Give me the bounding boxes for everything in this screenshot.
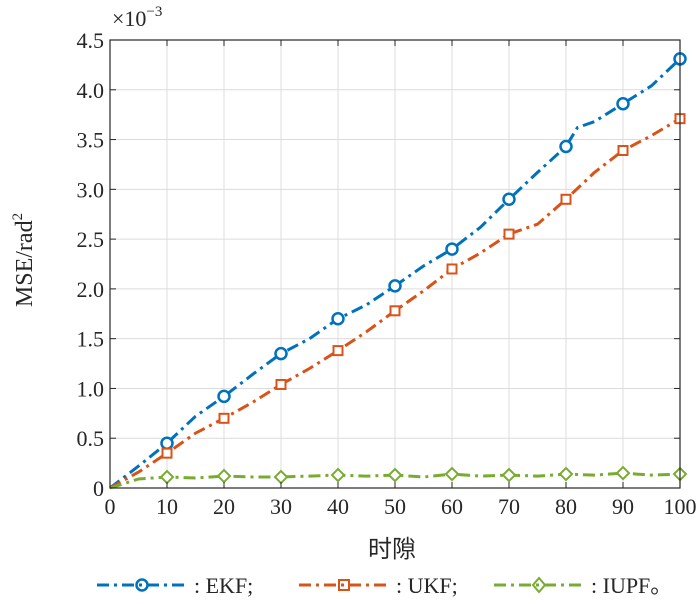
data-point-ukf (332, 345, 344, 357)
data-point-ukf (446, 263, 458, 275)
data-point-iupf (444, 466, 460, 482)
data-point-ekf (274, 346, 288, 361)
exponent-base: ×10 (112, 6, 146, 31)
y-tick-label: 1.5 (77, 327, 105, 352)
x-tick-label: 40 (327, 494, 349, 519)
x-tick-label: 0 (105, 494, 116, 519)
x-tick-label: 70 (498, 494, 520, 519)
y-tick-label: 1.0 (77, 376, 105, 401)
data-point-iupf (558, 466, 574, 482)
data-point-ukf (389, 305, 401, 317)
y-tick-label: 4.0 (77, 78, 105, 103)
exponent-power: −3 (146, 4, 162, 20)
data-point-ukf (617, 145, 629, 157)
x-tick-label: 60 (441, 494, 463, 519)
y-tick-label: 3.5 (77, 128, 105, 153)
y-tick-labels: 0 0.5 1.0 1.5 2.0 2.5 3.0 3.5 4.0 4.5 (77, 28, 105, 501)
data-point-ukf (218, 412, 230, 424)
x-axis-title: 时隙 (368, 536, 416, 563)
y-tick-label: 0.5 (77, 426, 105, 451)
data-point-ukf (161, 447, 173, 459)
series-ukf (109, 113, 686, 490)
x-tick-labels: 0 10 20 30 40 50 60 70 80 90 100 (105, 494, 697, 519)
data-point-ekf (559, 139, 573, 154)
x-tick-label: 50 (384, 494, 406, 519)
data-point-ekf (331, 312, 345, 326)
y-exponent-label: ×10−3 (112, 4, 162, 31)
y-tick-label: 3.0 (77, 177, 105, 202)
legend-marker-iupf (531, 576, 547, 594)
x-tick-label: 100 (664, 494, 697, 519)
legend-label-ekf: : EKF; (194, 573, 253, 598)
data-point-ekf (445, 242, 459, 256)
y-axis-title-sup: 2 (10, 213, 26, 221)
legend-label-ukf: : UKF; (396, 573, 458, 598)
data-point-ukf (275, 378, 287, 390)
x-tick-label: 90 (612, 494, 634, 519)
y-axis-title: MSE/rad2 (10, 213, 38, 307)
legend-item-ekf: : EKF; (97, 573, 253, 598)
x-tick-label: 20 (213, 494, 235, 519)
data-point-ekf (502, 192, 516, 207)
y-tick-label: 2.5 (77, 227, 105, 252)
y-tick-label: 0 (93, 476, 104, 501)
axis-ticks (109, 39, 681, 489)
data-point-iupf (330, 467, 346, 483)
x-tick-label: 80 (555, 494, 577, 519)
y-axis-title-main: MSE/rad (12, 220, 38, 307)
series-iupf (109, 465, 688, 490)
x-tick-label: 30 (270, 494, 292, 519)
series-layer (109, 52, 688, 490)
data-point-ekf (616, 96, 630, 111)
legend-item-iupf: : IUPF。 (494, 573, 672, 598)
data-point-iupf (387, 467, 403, 483)
series-ekf (109, 52, 687, 490)
data-point-ekf (388, 279, 402, 293)
data-point-iupf (501, 467, 517, 483)
legend-label-iupf: : IUPF。 (591, 573, 672, 598)
series-line-ekf (109, 57, 682, 490)
data-point-ukf (560, 193, 572, 205)
y-tick-label: 2.0 (77, 277, 105, 302)
legend-item-ukf: : UKF; (299, 573, 458, 598)
data-point-iupf (615, 465, 631, 481)
data-point-ekf (217, 389, 231, 404)
legend: : EKF; : UKF; : IUPF。 (97, 573, 672, 598)
data-point-ekf (160, 436, 174, 450)
legend-marker-ukf (338, 579, 350, 591)
data-point-ukf (503, 228, 515, 240)
x-tick-label: 10 (156, 494, 178, 519)
y-tick-label: 4.5 (77, 28, 105, 53)
legend-marker-ekf (135, 578, 149, 592)
